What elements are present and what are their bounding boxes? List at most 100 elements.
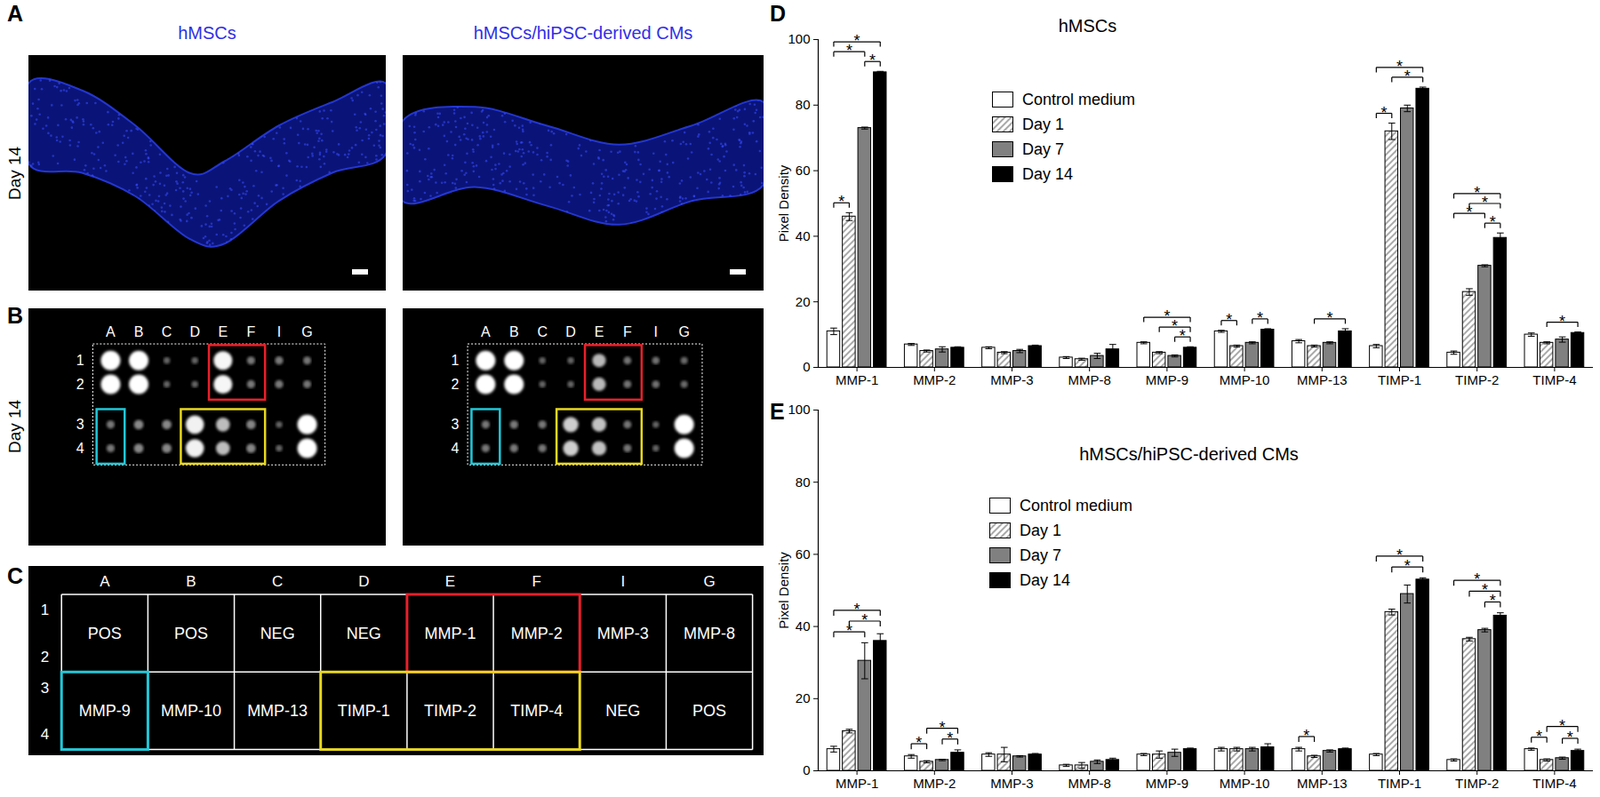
svg-text:60: 60	[795, 162, 811, 178]
svg-text:*: *	[861, 611, 868, 630]
svg-text:*: *	[1536, 728, 1543, 746]
svg-text:TIMP-1: TIMP-1	[1377, 372, 1422, 388]
svg-text:MMP-10: MMP-10	[1219, 776, 1271, 792]
svg-text:MMP-9: MMP-9	[79, 702, 131, 720]
svg-text:*: *	[915, 734, 922, 752]
svg-text:C: C	[536, 324, 548, 340]
svg-text:MMP-13: MMP-13	[1296, 776, 1348, 792]
svg-text:*: *	[846, 622, 853, 640]
svg-text:*: *	[1404, 557, 1411, 576]
svg-text:*: *	[1465, 203, 1472, 222]
svg-text:3: 3	[450, 416, 459, 432]
svg-text:A: A	[105, 324, 116, 340]
svg-text:B: B	[134, 324, 144, 340]
svg-text:100: 100	[787, 31, 810, 47]
svg-text:G: G	[678, 324, 689, 340]
svg-text:*: *	[1163, 307, 1170, 326]
svg-text:B: B	[185, 573, 196, 591]
svg-text:C: C	[7, 563, 24, 589]
svg-text:*: *	[846, 41, 853, 60]
svg-text:NEG: NEG	[346, 624, 382, 643]
svg-text:*: *	[1404, 67, 1411, 86]
svg-text:20: 20	[795, 294, 811, 310]
svg-text:*: *	[946, 729, 953, 748]
svg-text:NEG: NEG	[605, 702, 640, 720]
svg-text:*: *	[1559, 312, 1566, 331]
svg-text:*: *	[1489, 213, 1496, 232]
svg-text:TIMP-4: TIMP-4	[1532, 372, 1576, 388]
svg-text:hMSCs: hMSCs	[1058, 16, 1118, 36]
svg-text:D: D	[189, 324, 200, 340]
svg-text:*: *	[854, 32, 861, 50]
svg-text:TIMP-1: TIMP-1	[1377, 776, 1422, 792]
svg-text:MMP-10: MMP-10	[1219, 372, 1271, 388]
svg-text:E: E	[217, 324, 228, 340]
svg-text:G: G	[703, 573, 715, 591]
svg-text:TIMP-2: TIMP-2	[424, 702, 477, 720]
svg-text:*: *	[1489, 592, 1496, 610]
svg-text:MMP-2: MMP-2	[511, 624, 563, 643]
svg-text:Pixel Density: Pixel Density	[776, 164, 792, 242]
svg-text:3: 3	[40, 680, 49, 697]
svg-text:*: *	[1303, 727, 1310, 745]
svg-text:E: E	[769, 399, 785, 424]
svg-text:E: E	[445, 573, 456, 591]
svg-text:*: *	[869, 51, 876, 70]
svg-text:I: I	[620, 573, 625, 591]
svg-text:Day 14: Day 14	[5, 145, 24, 200]
svg-text:1: 1	[40, 601, 49, 619]
svg-text:3: 3	[76, 416, 85, 432]
svg-text:C: C	[161, 324, 173, 340]
svg-text:4: 4	[76, 440, 85, 456]
svg-text:MMP-9: MMP-9	[1145, 776, 1189, 792]
svg-text:MMP-3: MMP-3	[597, 624, 649, 643]
svg-text:E: E	[594, 324, 605, 340]
svg-text:MMP-3: MMP-3	[990, 776, 1033, 792]
svg-text:*: *	[1396, 546, 1403, 565]
svg-text:2: 2	[76, 376, 85, 392]
svg-text:NEG: NEG	[260, 624, 296, 643]
svg-text:80: 80	[795, 474, 811, 490]
svg-text:MMP-1: MMP-1	[835, 776, 879, 792]
svg-text:MMP-1: MMP-1	[424, 624, 476, 643]
svg-text:A: A	[480, 324, 491, 340]
svg-text:F: F	[531, 573, 541, 591]
svg-text:MMP-13: MMP-13	[247, 702, 308, 720]
svg-text:40: 40	[795, 228, 811, 244]
svg-text:*: *	[1396, 57, 1403, 76]
svg-text:B: B	[509, 324, 520, 340]
svg-text:Day 14: Day 14	[5, 399, 24, 454]
svg-text:40: 40	[795, 618, 811, 634]
svg-text:2: 2	[450, 376, 459, 392]
svg-text:MMP-10: MMP-10	[160, 702, 222, 720]
svg-text:TIMP-2: TIMP-2	[1455, 776, 1499, 792]
svg-text:MMP-8: MMP-8	[1068, 372, 1112, 388]
svg-text:MMP-1: MMP-1	[835, 372, 879, 388]
svg-text:C: C	[272, 573, 283, 591]
svg-text:D: D	[769, 0, 786, 26]
svg-text:2: 2	[40, 648, 49, 666]
svg-text:*: *	[1559, 717, 1566, 736]
svg-text:I: I	[277, 324, 281, 340]
svg-text:1: 1	[76, 352, 85, 368]
svg-text:*: *	[939, 719, 946, 737]
svg-text:60: 60	[795, 546, 811, 562]
svg-text:A: A	[99, 573, 111, 591]
svg-text:MMP-8: MMP-8	[1068, 776, 1112, 792]
svg-text:F: F	[623, 324, 632, 340]
svg-text:*: *	[1567, 728, 1574, 747]
svg-text:D: D	[358, 573, 369, 591]
svg-text:MMP-2: MMP-2	[912, 776, 956, 792]
svg-text:A: A	[7, 0, 24, 26]
svg-text:TIMP-2: TIMP-2	[1455, 372, 1499, 388]
svg-text:G: G	[301, 324, 312, 340]
svg-text:MMP-9: MMP-9	[1145, 372, 1189, 388]
svg-text:*: *	[1179, 327, 1186, 345]
svg-text:hMSCs/hiPSC-derived CMs: hMSCs/hiPSC-derived CMs	[473, 23, 694, 43]
svg-text:hMSCs: hMSCs	[177, 23, 237, 43]
svg-text:hMSCs/hiPSC-derived CMs: hMSCs/hiPSC-derived CMs	[1079, 444, 1299, 464]
svg-text:POS: POS	[174, 624, 208, 643]
svg-text:D: D	[565, 324, 576, 340]
svg-text:*: *	[1381, 104, 1388, 122]
svg-text:100: 100	[787, 401, 810, 417]
